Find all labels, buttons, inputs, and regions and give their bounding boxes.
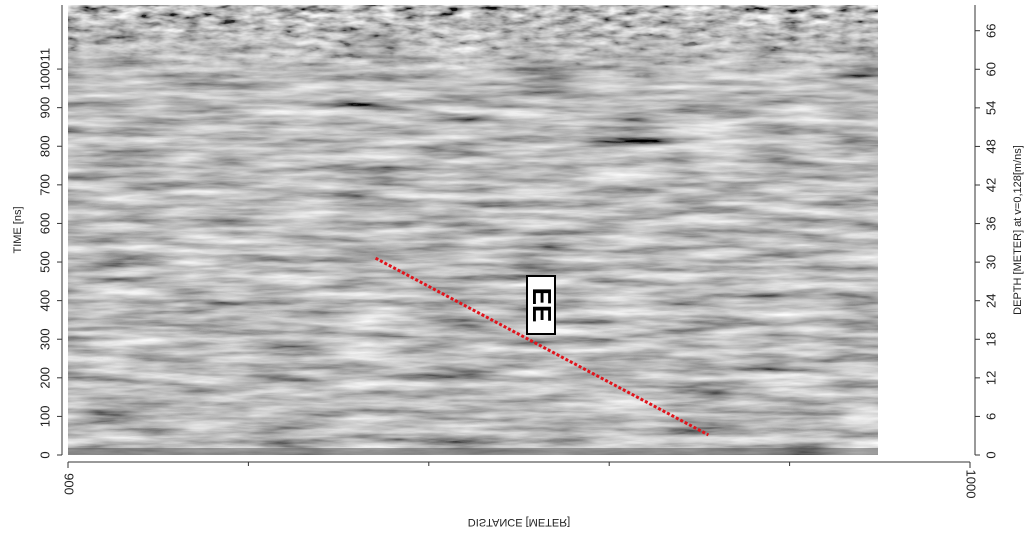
y-tick-label: 600 [37,213,52,235]
y2-tick-label: 12 [983,371,998,385]
y2-tick-label: 6 [983,413,998,420]
y-tick-label: 100011 [37,48,52,90]
y-tick-label: 200 [37,367,52,389]
y-tick-label: 300 [37,328,52,350]
x-tick-label: 1000 [964,470,979,499]
y2-tick-label: 36 [983,216,998,230]
fit-line [374,256,710,437]
y2-tick-label: 48 [983,139,998,153]
annotation-box: EE [526,275,557,335]
y-tick-label: 700 [37,174,52,196]
y2-tick-label: 0 [983,451,998,458]
y2-tick-label: 54 [983,101,998,115]
y2-tick-label: 66 [983,23,998,37]
y-tick-label: 500 [37,251,52,273]
y-axis-title: TIME [ns] [12,206,24,253]
y2-tick-label: 60 [983,62,998,76]
ground-band [68,448,878,455]
y2-tick-label: 18 [983,332,998,346]
radargram-noise [68,5,878,85]
y2-axis-title: DEPTH [METER] at v=0,128[m/ns] [1012,145,1024,315]
x-axis-title: DISTANCE [METER] [468,516,570,528]
annotation-text: EE [527,288,557,323]
x-tick-label: 900 [62,473,77,495]
y2-tick-label: 42 [983,178,998,192]
y-tick-label: 400 [37,290,52,312]
y-tick-label: 0 [37,451,52,458]
y-tick-label: 800 [37,135,52,157]
y2-tick-label: 30 [983,255,998,269]
y-tick-label: 100 [37,406,52,428]
annotation-frame [526,275,556,335]
y-tick-label: 900 [37,97,52,119]
y2-tick-label: 24 [983,293,998,307]
